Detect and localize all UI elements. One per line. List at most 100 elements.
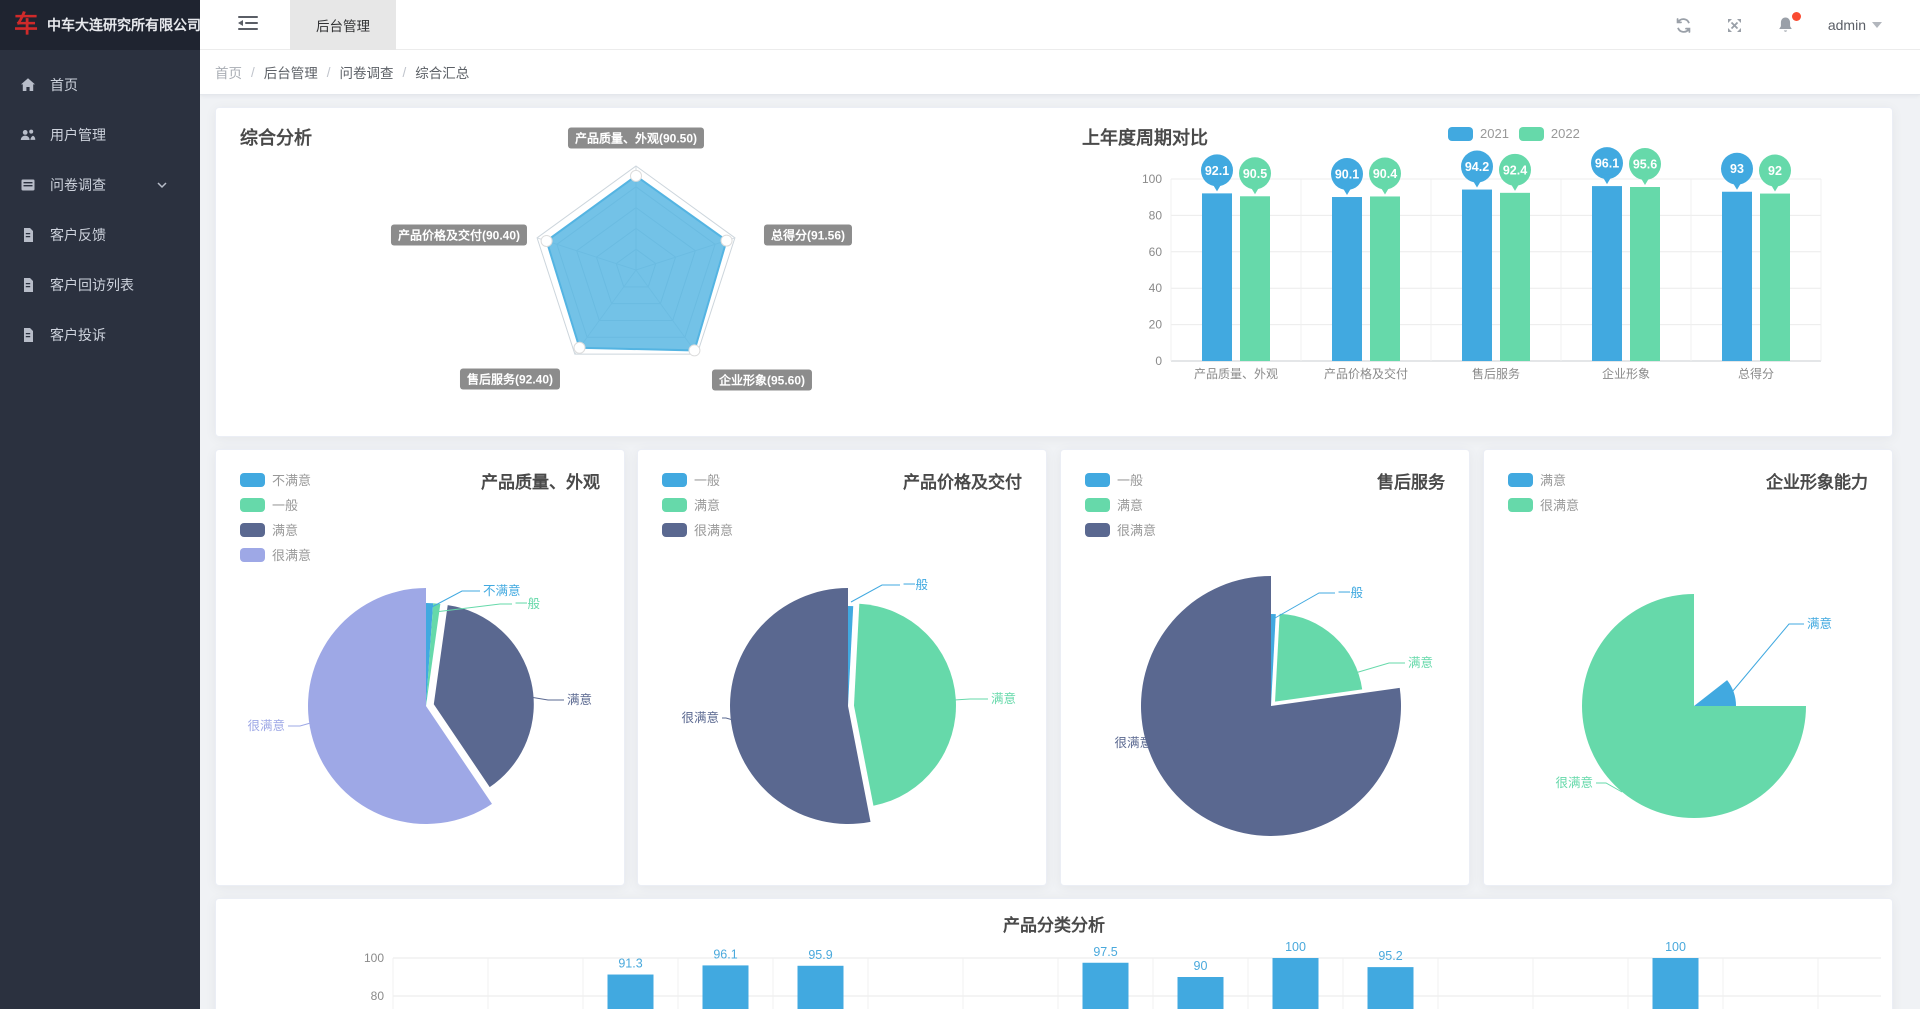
legend-item[interactable]: 满意 — [1508, 470, 1579, 489]
legend-item-2022[interactable]: 2022 — [1518, 126, 1580, 141]
company-name: 中车大连研究所有限公司 — [47, 17, 201, 33]
user-menu[interactable]: admin — [1828, 17, 1882, 33]
compare-legend: 2021 2022 — [1448, 126, 1580, 141]
breadcrumb-separator: / — [251, 64, 255, 80]
legend-swatch — [662, 497, 687, 512]
sidebar-item-feedback[interactable]: 客户反馈 — [0, 210, 200, 260]
radar-axis-badge: 售后服务(92.40) — [459, 368, 561, 390]
svg-text:满意: 满意 — [567, 692, 592, 707]
legend-swatch — [1085, 497, 1110, 512]
pie-title: 企业形象能力 — [1766, 473, 1868, 492]
legend-label: 一般 — [272, 498, 299, 513]
legend-item[interactable]: 很满意 — [662, 520, 733, 539]
svg-text:总得分: 总得分 — [1738, 366, 1774, 381]
legend-label: 满意 — [272, 523, 299, 538]
users-icon — [20, 129, 36, 140]
svg-text:很满意: 很满意 — [247, 718, 285, 733]
svg-text:很满意: 很满意 — [681, 710, 719, 725]
svg-text:91.3: 91.3 — [618, 957, 642, 971]
tab-admin[interactable]: 后台管理 — [290, 0, 396, 50]
radar-chart — [536, 165, 736, 357]
pie-title: 产品价格及交付 — [903, 473, 1022, 492]
legend-item[interactable]: 一般 — [240, 495, 311, 514]
sidebar-item-home[interactable]: 首页 — [0, 60, 200, 110]
breadcrumb-admin[interactable]: 后台管理 — [263, 66, 318, 81]
sidebar-item-label: 客户反馈 — [50, 227, 106, 243]
legend-label: 很满意 — [694, 523, 734, 538]
legend-item-2021[interactable]: 2021 — [1448, 126, 1509, 141]
sidebar-item-label: 客户投诉 — [50, 327, 106, 343]
crrc-logo-icon: 车 — [14, 11, 38, 38]
legend-item[interactable]: 一般 — [662, 470, 733, 489]
legend-item[interactable]: 满意 — [1085, 495, 1156, 514]
overview-card: 综合分析 产品质量、外观(90.50) 总得分(91.56) 企业形象(95.60)… — [215, 107, 1893, 437]
legend-swatch — [240, 472, 265, 487]
radar-axis-badge: 企业形象(95.60) — [711, 369, 813, 391]
svg-text:不满意: 不满意 — [483, 583, 521, 598]
sidebar-fold-icon[interactable] — [238, 15, 258, 36]
pie-legend: 满意很满意 — [1508, 470, 1579, 520]
sidebar-item-revisit-list[interactable]: 客户回访列表 — [0, 260, 200, 310]
sidebar-item-label: 客户回访列表 — [50, 277, 134, 293]
document-icon — [24, 328, 33, 342]
legend-item[interactable]: 很满意 — [1085, 520, 1156, 539]
svg-text:90.4: 90.4 — [1373, 167, 1397, 181]
svg-text:95.2: 95.2 — [1378, 949, 1402, 963]
sidebar: 车 中车大连研究所有限公司 首页 用户管理 问卷调查 客户反馈 — [0, 0, 201, 1009]
sidebar-item-label: 问卷调查 — [50, 177, 106, 193]
svg-text:一般: 一般 — [515, 596, 541, 611]
svg-text:40: 40 — [1149, 281, 1163, 295]
bell-icon[interactable] — [1777, 12, 1801, 34]
category-card: 产品分类分析 100 80 91.3 96.1 95.9 97.5 90 100 95.2 100 — [215, 898, 1893, 1009]
legend-swatch — [1508, 497, 1533, 512]
legend-label: 2021 — [1480, 126, 1509, 141]
svg-text:92.4: 92.4 — [1503, 163, 1527, 177]
svg-text:100: 100 — [364, 951, 384, 965]
svg-text:售后服务: 售后服务 — [1472, 366, 1520, 381]
sidebar-item-complaints[interactable]: 客户投诉 — [0, 310, 200, 360]
breadcrumb-current: 综合汇总 — [415, 66, 470, 81]
svg-text:很满意: 很满意 — [1114, 735, 1152, 750]
topbar: 后台管理 admin — [200, 0, 1920, 50]
legend-item[interactable]: 很满意 — [1508, 495, 1579, 514]
caret-down-icon — [1872, 22, 1882, 28]
legend-item[interactable]: 不满意 — [240, 470, 311, 489]
svg-text:很满意: 很满意 — [1555, 775, 1593, 790]
legend-swatch — [1085, 522, 1110, 537]
legend-item[interactable]: 一般 — [1085, 470, 1156, 489]
radar-chart-block: 综合分析 产品质量、外观(90.50) 总得分(91.56) 企业形象(95.60)… — [216, 108, 1056, 438]
legend-swatch — [662, 472, 687, 487]
legend-item[interactable]: 很满意 — [240, 545, 311, 564]
sidebar-item-survey[interactable]: 问卷调查 — [0, 160, 200, 210]
radar-axis-badge: 产品质量、外观(90.50) — [567, 127, 705, 149]
breadcrumb-home[interactable]: 首页 — [215, 66, 242, 81]
compare-title: 上年度周期对比 — [1082, 128, 1208, 148]
breadcrumb-survey[interactable]: 问卷调查 — [339, 66, 394, 81]
breadcrumb-separator: / — [326, 64, 331, 80]
legend-item[interactable]: 满意 — [662, 495, 733, 514]
compare-chart: 0 20 40 60 80 100 产品质量、外观 产品价格及交付 售后服务 企业形象 总得分 92.… — [1142, 147, 1822, 381]
radar-axis-badge: 产品价格及交付(90.40) — [390, 224, 528, 246]
sidebar-item-users[interactable]: 用户管理 — [0, 110, 200, 160]
sidebar-logo[interactable]: 车 中车大连研究所有限公司 — [0, 0, 201, 50]
svg-text:一般: 一般 — [903, 577, 929, 592]
svg-text:0: 0 — [1155, 354, 1162, 368]
svg-text:一般: 一般 — [1338, 585, 1364, 600]
svg-text:企业形象: 企业形象 — [1602, 366, 1650, 381]
svg-text:满意: 满意 — [991, 691, 1016, 706]
compare-chart-block: 上年度周期对比 2021 2022 0 20 40 60 80 100 产品质量、外观 产品价… — [1056, 108, 1894, 438]
legend-label: 一般 — [1117, 473, 1144, 488]
refresh-icon[interactable] — [1675, 17, 1692, 34]
username: admin — [1827, 17, 1866, 33]
legend-label: 不满意 — [272, 473, 312, 488]
fullscreen-icon[interactable] — [1726, 17, 1743, 34]
pie-legend: 一般满意很满意 — [1085, 470, 1156, 545]
legend-label: 满意 — [1540, 473, 1567, 488]
svg-text:90.5: 90.5 — [1243, 167, 1267, 181]
svg-text:20: 20 — [1149, 318, 1163, 332]
category-title: 产品分类分析 — [1003, 916, 1105, 935]
legend-item[interactable]: 满意 — [240, 520, 311, 539]
